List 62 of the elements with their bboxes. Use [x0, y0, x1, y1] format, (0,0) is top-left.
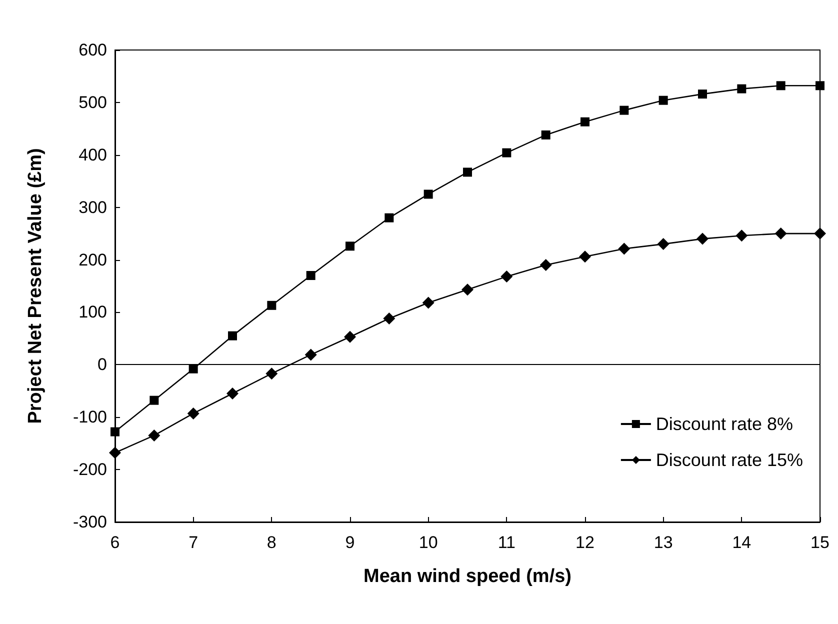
y-tick-label: 400: [78, 145, 107, 164]
point: [774, 228, 787, 240]
point: [150, 396, 159, 405]
x-tick-label: 11: [498, 533, 516, 552]
point: [267, 300, 276, 310]
point: [658, 96, 668, 105]
point: [148, 429, 160, 442]
point: [463, 168, 472, 177]
point: [502, 148, 512, 158]
x-tick-label: 10: [418, 533, 438, 552]
point: [696, 232, 708, 245]
point: [620, 106, 629, 115]
point: [306, 271, 316, 280]
point: [816, 81, 824, 90]
point: [424, 190, 433, 199]
point: [346, 242, 354, 251]
point: [462, 284, 474, 296]
x-tick-label: 6: [110, 533, 120, 552]
y-tick-label: -300: [72, 512, 107, 532]
y-tick-label: -200: [72, 460, 107, 480]
x-tick-label: 12: [576, 533, 594, 552]
point: [580, 117, 590, 126]
legend-label: Discount rate 15%: [656, 450, 803, 470]
y-tick-label: -100: [72, 408, 107, 427]
x-tick-label: 8: [266, 533, 276, 552]
y-tick-label: 300: [78, 198, 107, 217]
x-axis-title: Mean wind speed (m/s): [364, 566, 572, 587]
point: [384, 213, 394, 222]
point: [736, 230, 748, 242]
point: [618, 242, 630, 255]
point: [187, 407, 200, 420]
y-tick-label: 600: [78, 40, 107, 60]
y-tick-label: 500: [78, 92, 107, 112]
y-axis-title: Project Net Present Value (£m): [25, 148, 46, 424]
y-tick-label: 100: [78, 302, 107, 322]
x-tick-label: 15: [810, 533, 830, 552]
point: [188, 364, 198, 374]
x-tick-label: 14: [732, 533, 752, 552]
x-tick-label: 7: [188, 533, 198, 552]
point: [814, 228, 826, 240]
point: [110, 427, 120, 436]
point: [737, 84, 746, 94]
x-tick-label: 13: [654, 533, 673, 552]
point: [109, 446, 121, 459]
point: [304, 348, 317, 361]
point: [657, 238, 670, 250]
point: [776, 81, 786, 90]
point: [500, 270, 513, 283]
y-tick-label: 200: [78, 250, 107, 270]
point: [344, 330, 356, 343]
point: [698, 90, 707, 99]
point: [540, 259, 552, 272]
y-tick-label: 0: [98, 355, 107, 374]
point: [579, 250, 591, 263]
legend-label: Discount rate 8%: [656, 414, 793, 434]
point: [383, 312, 396, 325]
x-tick-label: 9: [345, 533, 355, 552]
point: [228, 331, 237, 340]
point: [541, 130, 550, 140]
point: [226, 388, 238, 400]
point: [266, 368, 278, 380]
point: [422, 296, 434, 309]
